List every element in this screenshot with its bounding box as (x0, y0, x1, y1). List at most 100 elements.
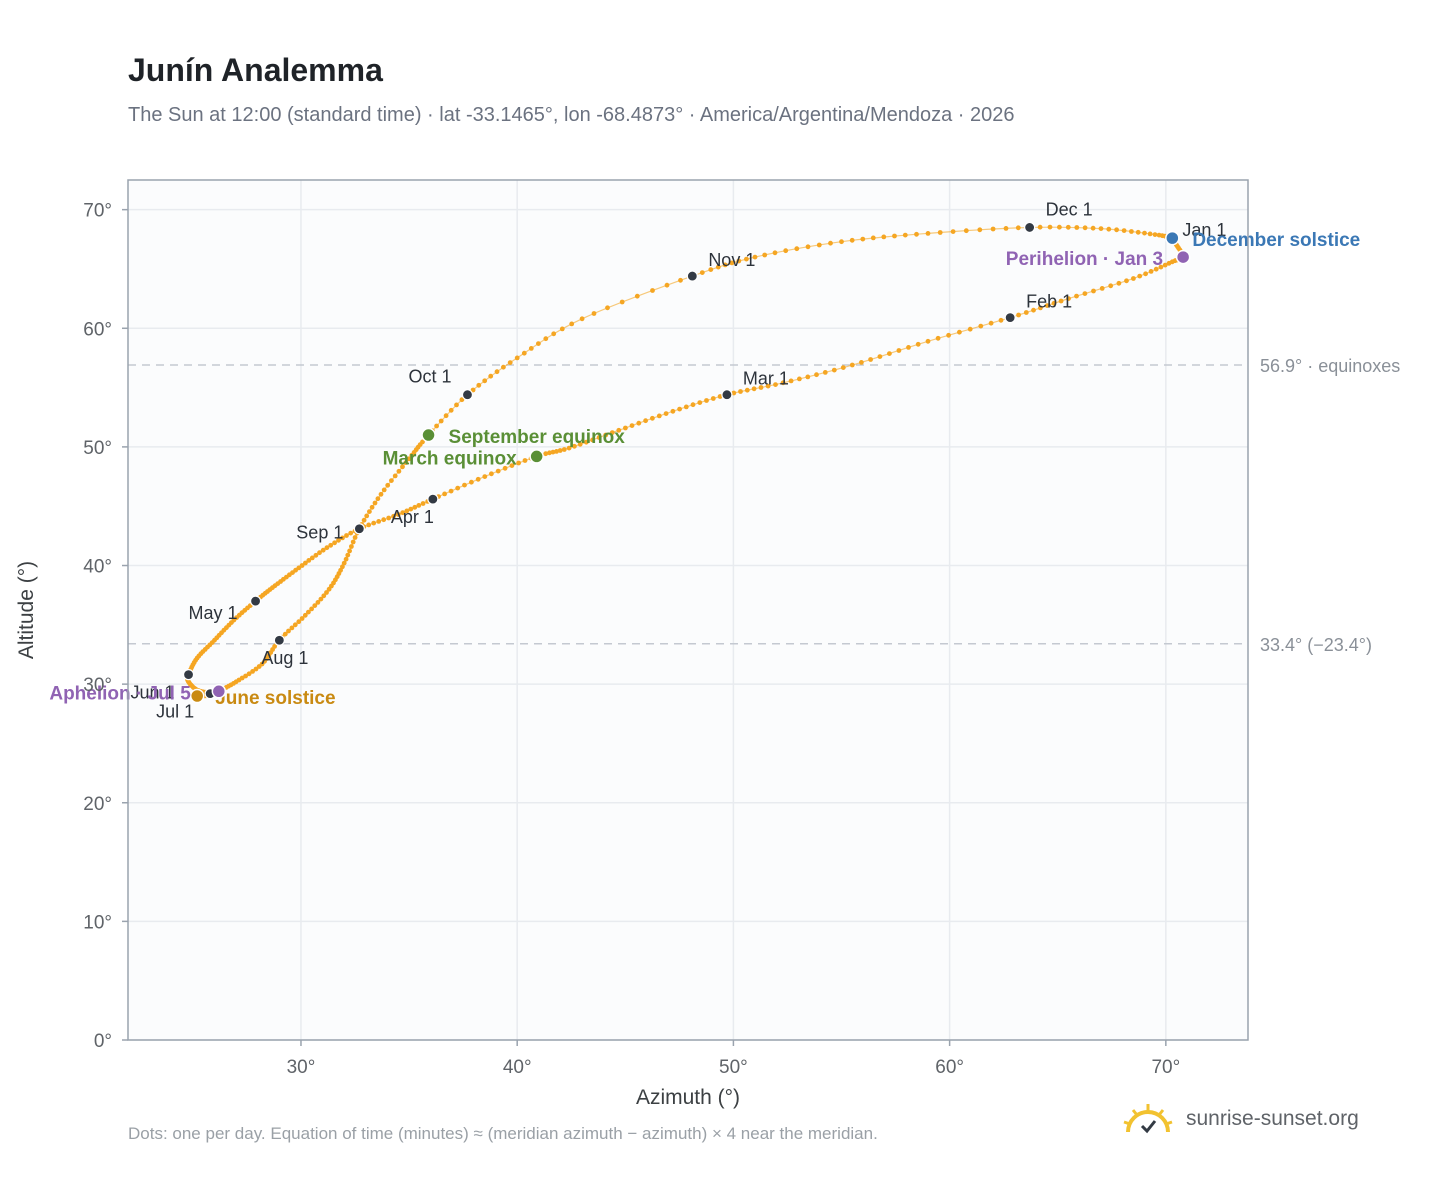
day-dot (805, 374, 811, 380)
day-dot (317, 550, 322, 556)
day-dot (243, 673, 249, 679)
day-dot (840, 365, 846, 370)
day-dot (501, 364, 506, 370)
day-dot (1047, 224, 1053, 230)
day-dot (454, 402, 459, 408)
event-label: June solstice (215, 688, 335, 709)
day-dot (1057, 224, 1062, 230)
event-marker (421, 427, 436, 443)
day-dot (629, 423, 635, 428)
event-marker (1165, 230, 1180, 246)
month-label: May 1 (189, 603, 238, 623)
day-dot (442, 491, 447, 497)
day-dot (551, 331, 557, 337)
day-dot (340, 535, 345, 541)
day-dot (561, 447, 567, 452)
day-dot (369, 504, 375, 510)
y-tick-label: 20° (83, 794, 112, 815)
day-dot (1108, 283, 1114, 289)
day-dot (516, 460, 521, 466)
day-dot (1114, 227, 1119, 233)
month-label: Mar 1 (743, 369, 789, 389)
day-dot (1003, 226, 1009, 231)
day-dot (1082, 291, 1088, 296)
month-marker (353, 523, 365, 535)
month-label: Nov 1 (708, 250, 755, 270)
day-dot (892, 233, 897, 239)
brand[interactable]: sunrise-sunset.org (1120, 1102, 1359, 1136)
day-dot (475, 476, 481, 482)
day-dot (296, 619, 302, 625)
day-dot (788, 378, 794, 384)
day-dot (455, 485, 461, 491)
day-dot (462, 482, 467, 488)
day-dot (583, 439, 589, 445)
day-dot (364, 513, 370, 519)
day-dot (650, 415, 655, 421)
day-dot (378, 491, 384, 497)
day-dot (392, 473, 398, 479)
day-dot (690, 402, 696, 408)
day-dot (522, 458, 528, 463)
day-dot (403, 460, 409, 465)
day-dot (386, 515, 392, 521)
day-dot (957, 329, 962, 335)
event-marker (1175, 249, 1191, 265)
day-dot (476, 382, 482, 388)
day-dot (469, 479, 474, 485)
day-dot (400, 510, 406, 516)
day-dot (408, 506, 414, 512)
day-dot (1082, 225, 1088, 231)
day-dot (250, 669, 256, 674)
day-dot (605, 305, 610, 311)
day-dot (434, 423, 439, 429)
day-dot (569, 321, 575, 327)
y-tick-label: 60° (83, 319, 112, 340)
sun-logo-icon (1123, 1104, 1173, 1134)
day-dot (543, 451, 549, 457)
day-dot (1090, 225, 1096, 231)
day-dot (313, 552, 319, 558)
day-dot (967, 326, 973, 332)
reference-line-label: 33.4° (−23.4°) (1260, 635, 1372, 655)
month-marker (461, 389, 474, 401)
day-dot (643, 418, 648, 424)
day-dot (1023, 310, 1029, 315)
day-dot (309, 555, 315, 561)
day-dot (507, 360, 513, 365)
day-dot (489, 471, 494, 477)
day-dot (321, 593, 327, 599)
month-marker (1004, 312, 1016, 324)
day-dot (765, 383, 771, 389)
day-dot (521, 350, 527, 356)
day-dot (352, 535, 358, 540)
month-label: Jan 1 (1182, 220, 1226, 240)
day-dot (367, 509, 372, 514)
day-dot (650, 288, 655, 293)
plot-area (128, 180, 1248, 1040)
day-dot (925, 231, 931, 236)
day-dot (670, 408, 676, 414)
day-dot (420, 501, 426, 506)
day-dot (1106, 226, 1112, 232)
day-dot (616, 427, 622, 433)
day-dot (860, 236, 866, 242)
day-dot (677, 406, 682, 412)
day-dot (704, 398, 709, 403)
y-tick-label: 10° (83, 912, 112, 933)
month-marker (427, 493, 439, 505)
day-dot (572, 443, 577, 449)
event-label: Aphelion · Jul 5 (49, 683, 191, 704)
day-dot (805, 244, 811, 250)
y-tick-label: 50° (83, 438, 112, 459)
day-dot (914, 231, 919, 237)
day-dot (340, 564, 345, 570)
month-label: Oct 1 (408, 367, 451, 387)
day-dot (396, 468, 402, 474)
month-label: Aug 1 (261, 648, 308, 668)
day-dot (619, 299, 625, 305)
day-dot (752, 254, 758, 260)
month-marker (249, 595, 262, 607)
day-dot (312, 603, 318, 608)
